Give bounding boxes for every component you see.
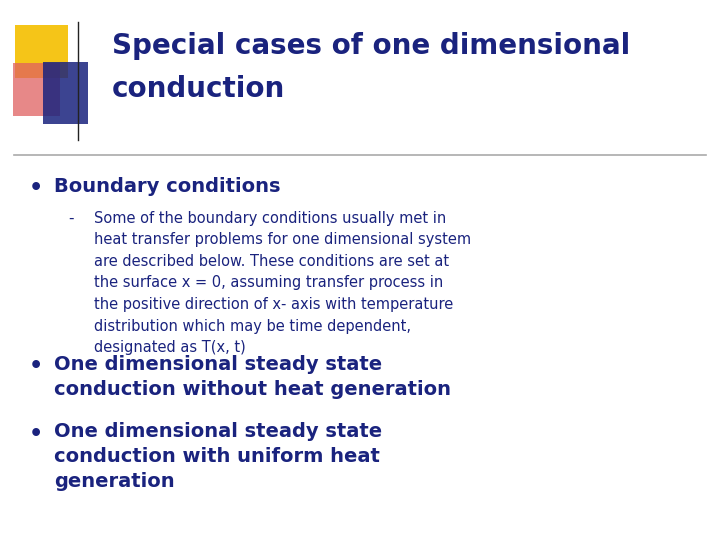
Text: One dimensional steady state
conduction with uniform heat
generation: One dimensional steady state conduction … xyxy=(54,422,382,491)
Text: conduction: conduction xyxy=(112,75,285,103)
Text: Special cases of one dimensional: Special cases of one dimensional xyxy=(112,32,630,60)
Bar xyxy=(43,62,88,124)
Text: •: • xyxy=(29,356,43,376)
Text: One dimensional steady state
conduction without heat generation: One dimensional steady state conduction … xyxy=(54,355,451,399)
Text: •: • xyxy=(29,424,43,444)
Text: Some of the boundary conditions usually met in
heat transfer problems for one di: Some of the boundary conditions usually … xyxy=(94,211,471,355)
Text: Boundary conditions: Boundary conditions xyxy=(54,177,281,196)
Text: •: • xyxy=(29,178,43,198)
Bar xyxy=(13,63,60,116)
Text: -: - xyxy=(68,211,74,226)
Bar xyxy=(15,25,68,78)
